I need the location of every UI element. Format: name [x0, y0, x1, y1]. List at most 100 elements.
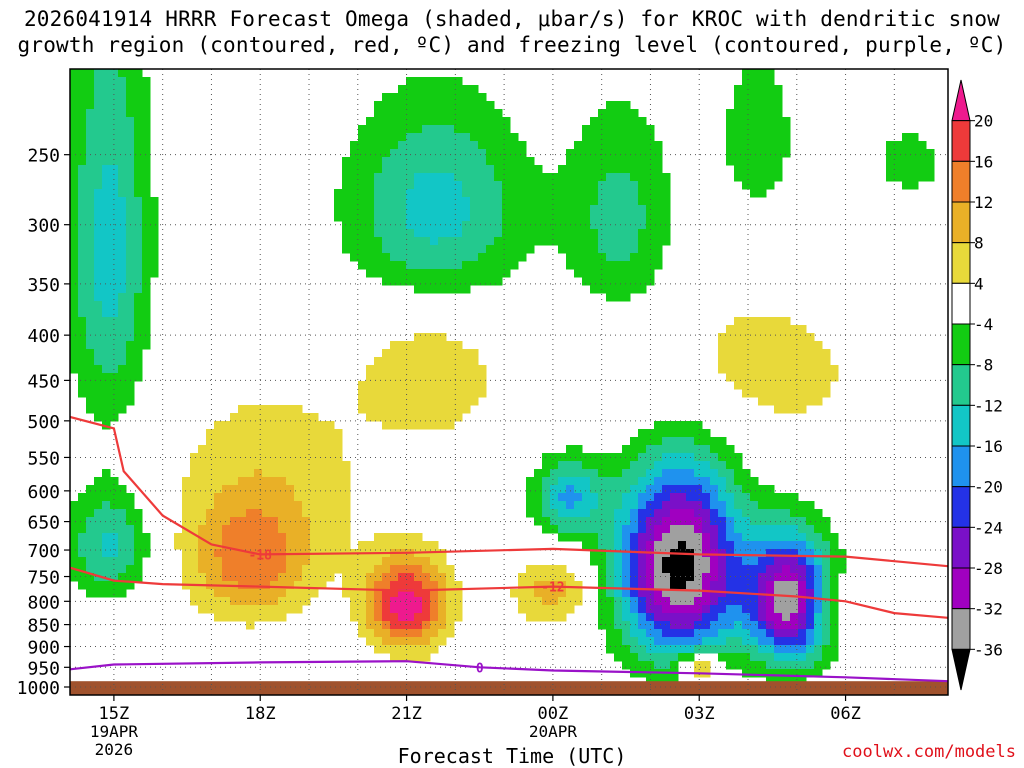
omega-cell	[230, 485, 239, 494]
omega-cell	[358, 189, 367, 198]
omega-cell	[718, 437, 727, 446]
omega-cell	[126, 77, 135, 86]
omega-cell	[542, 205, 551, 214]
omega-cell	[918, 141, 927, 150]
omega-cell	[142, 533, 151, 542]
omega-cell	[742, 173, 751, 182]
credit-link[interactable]: coolwx.com/models	[842, 742, 1016, 762]
omega-cell	[446, 149, 455, 158]
omega-cell	[94, 117, 103, 126]
omega-cell	[270, 429, 279, 438]
omega-cell	[590, 157, 599, 166]
omega-cell	[430, 189, 439, 198]
omega-cell	[190, 541, 199, 550]
omega-cell	[398, 605, 407, 614]
omega-cell	[350, 181, 359, 190]
dendritic-isotherm-label: -12	[541, 581, 564, 596]
omega-cell	[318, 533, 327, 542]
omega-cell	[270, 421, 279, 430]
omega-cell	[782, 509, 791, 518]
y-tick-label: 800	[27, 592, 60, 613]
omega-cell	[790, 653, 799, 662]
y-tick-label: 850	[27, 616, 60, 637]
omega-cell	[598, 613, 607, 622]
omega-cell	[254, 493, 263, 502]
omega-cell	[710, 525, 719, 534]
omega-cell	[550, 581, 559, 590]
omega-cell	[230, 517, 239, 526]
omega-cell	[582, 221, 591, 230]
omega-cell	[446, 629, 455, 638]
omega-cell	[766, 509, 775, 518]
omega-cell	[518, 165, 527, 174]
omega-cell	[374, 533, 383, 542]
omega-cell	[550, 525, 559, 534]
omega-cell	[278, 597, 287, 606]
omega-cell	[454, 125, 463, 134]
omega-cell	[134, 309, 143, 318]
omega-cell	[470, 373, 479, 382]
omega-cell	[830, 373, 839, 382]
omega-cell	[638, 173, 647, 182]
omega-cell	[454, 613, 463, 622]
omega-cell	[302, 493, 311, 502]
omega-cell	[678, 517, 687, 526]
omega-cell	[430, 405, 439, 414]
omega-cell	[230, 469, 239, 478]
omega-cell	[758, 373, 767, 382]
omega-cell	[78, 541, 87, 550]
omega-cell	[126, 261, 135, 270]
omega-cell	[422, 573, 431, 582]
omega-cell	[678, 597, 687, 606]
colorbar-bin	[951, 323, 971, 366]
omega-cell	[110, 541, 119, 550]
omega-cell	[198, 461, 207, 470]
omega-cell	[630, 605, 639, 614]
omega-cell	[318, 429, 327, 438]
omega-cell	[638, 461, 647, 470]
omega-cell	[246, 477, 255, 486]
omega-cell	[454, 221, 463, 230]
omega-cell	[94, 213, 103, 222]
omega-cell	[750, 109, 759, 118]
omega-cell	[606, 589, 615, 598]
omega-cell	[670, 661, 679, 670]
omega-cell	[758, 381, 767, 390]
omega-cell	[758, 149, 767, 158]
omega-cell	[366, 565, 375, 574]
omega-cell	[790, 349, 799, 358]
omega-cell	[246, 485, 255, 494]
omega-cell	[126, 581, 135, 590]
omega-cell	[262, 429, 271, 438]
omega-cell	[774, 493, 783, 502]
omega-cell	[358, 165, 367, 174]
omega-cell	[294, 429, 303, 438]
omega-cell	[662, 653, 671, 662]
omega-cell	[390, 349, 399, 358]
omega-cell	[766, 325, 775, 334]
omega-cell	[590, 509, 599, 518]
omega-cell	[278, 437, 287, 446]
omega-cell	[710, 533, 719, 542]
omega-cell	[142, 237, 151, 246]
omega-cell	[758, 165, 767, 174]
omega-cell	[750, 93, 759, 102]
omega-cell	[462, 181, 471, 190]
omega-cell	[438, 245, 447, 254]
omega-cell	[774, 165, 783, 174]
omega-cell	[798, 669, 807, 678]
omega-cell	[510, 181, 519, 190]
omega-cell	[334, 205, 343, 214]
omega-cell	[742, 549, 751, 558]
omega-cell	[662, 629, 671, 638]
omega-cell	[134, 333, 143, 342]
omega-cell	[446, 141, 455, 150]
omega-cell	[70, 229, 79, 238]
omega-cell	[526, 245, 535, 254]
omega-cell	[638, 125, 647, 134]
omega-cell	[558, 469, 567, 478]
omega-cell	[142, 165, 151, 174]
omega-cell	[782, 389, 791, 398]
omega-cell	[806, 653, 815, 662]
omega-cell	[390, 541, 399, 550]
